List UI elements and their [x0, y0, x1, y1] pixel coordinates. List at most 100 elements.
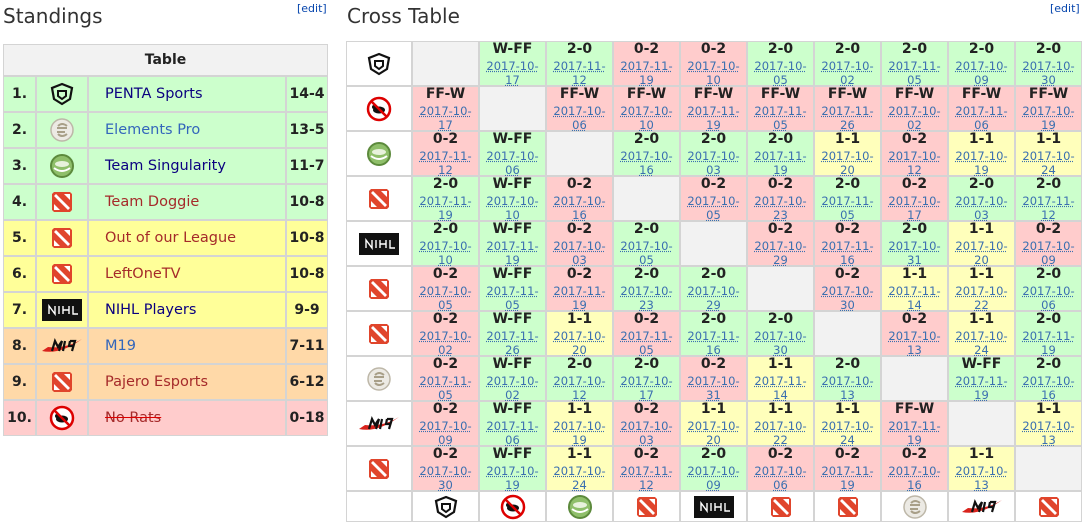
match-date[interactable]: 2017-11-19 — [754, 148, 807, 177]
match-date[interactable]: 2017-10-13 — [1022, 418, 1075, 447]
match-date[interactable]: 2017-11-05 — [821, 193, 874, 222]
match-date[interactable]: 2017-10-24 — [1022, 148, 1075, 177]
team-name[interactable]: NIHL Players — [105, 302, 197, 318]
team-name[interactable]: Elements Pro — [105, 122, 201, 138]
match-date[interactable]: 2017-10-23 — [620, 283, 673, 312]
match-date[interactable]: 2017-10-24 — [821, 418, 874, 447]
match-date[interactable]: 2017-11-05 — [754, 103, 807, 132]
match-date[interactable]: 2017-10-03 — [955, 193, 1008, 222]
match-date[interactable]: 2017-11-26 — [486, 328, 539, 357]
match-date[interactable]: 2017-10-12 — [553, 373, 606, 402]
match-date[interactable]: 2017-11-06 — [486, 418, 539, 447]
match-date[interactable]: 2017-11-05 — [486, 283, 539, 312]
match-date[interactable]: 2017-10-05 — [687, 193, 740, 222]
team-name[interactable]: M19 — [105, 338, 136, 354]
match-date[interactable]: 2017-10-29 — [687, 283, 740, 312]
match-date[interactable]: 2017-10-29 — [754, 238, 807, 267]
match-date[interactable]: 2017-10-17 — [888, 193, 941, 222]
match-date[interactable]: 2017-10-09 — [1022, 238, 1075, 267]
team-name[interactable]: LeftOneTV — [105, 266, 181, 282]
match-date[interactable]: 2017-11-19 — [620, 58, 673, 87]
match-date[interactable]: 2017-10-10 — [620, 103, 673, 132]
match-date[interactable]: 2017-10-05 — [419, 283, 472, 312]
match-date[interactable]: 2017-10-10 — [687, 58, 740, 87]
match-date[interactable]: 2017-10-05 — [620, 238, 673, 267]
match-date[interactable]: 2017-11-06 — [955, 103, 1008, 132]
match-date[interactable]: 2017-11-19 — [955, 373, 1008, 402]
match-date[interactable]: 2017-11-16 — [821, 238, 874, 267]
team-name[interactable]: Team Doggie — [105, 194, 200, 210]
match-date[interactable]: 2017-10-16 — [553, 193, 606, 222]
match-date[interactable]: 2017-10-24 — [553, 463, 606, 492]
match-date[interactable]: 2017-10-31 — [687, 373, 740, 402]
match-date[interactable]: 2017-10-17 — [620, 373, 673, 402]
match-date[interactable]: 2017-10-06 — [553, 103, 606, 132]
match-date[interactable]: 2017-10-19 — [553, 418, 606, 447]
match-date[interactable]: 2017-10-02 — [821, 58, 874, 87]
match-date[interactable]: 2017-11-19 — [687, 103, 740, 132]
match-date[interactable]: 2017-10-31 — [888, 238, 941, 267]
match-date[interactable]: 2017-10-24 — [955, 328, 1008, 357]
match-date[interactable]: 2017-10-19 — [486, 463, 539, 492]
match-date[interactable]: 2017-10-17 — [419, 103, 472, 132]
team-name[interactable]: Pajero Esports — [105, 374, 209, 390]
edit-link[interactable]: [edit] — [297, 2, 327, 15]
match-date[interactable]: 2017-10-30 — [1022, 58, 1075, 87]
match-date[interactable]: 2017-11-19 — [486, 238, 539, 267]
match-date[interactable]: 2017-11-19 — [1022, 328, 1075, 357]
match-date[interactable]: 2017-10-13 — [955, 463, 1008, 492]
match-date[interactable]: 2017-11-05 — [888, 58, 941, 87]
match-date[interactable]: 2017-11-26 — [821, 103, 874, 132]
match-date[interactable]: 2017-11-14 — [754, 373, 807, 402]
match-date[interactable]: 2017-10-19 — [1022, 103, 1075, 132]
match-date[interactable]: 2017-10-19 — [955, 148, 1008, 177]
match-date[interactable]: 2017-10-10 — [486, 193, 539, 222]
match-date[interactable]: 2017-11-05 — [419, 373, 472, 402]
match-date[interactable]: 2017-10-02 — [486, 373, 539, 402]
team-name[interactable]: PENTA Sports — [105, 86, 203, 102]
match-date[interactable]: 2017-11-19 — [888, 418, 941, 447]
match-date[interactable]: 2017-11-05 — [620, 328, 673, 357]
match-date[interactable]: 2017-11-16 — [687, 328, 740, 357]
match-date[interactable]: 2017-10-16 — [1022, 373, 1075, 402]
match-date[interactable]: 2017-11-12 — [553, 58, 606, 87]
team-name[interactable]: No Rats — [105, 410, 162, 426]
match-date[interactable]: 2017-10-17 — [486, 58, 539, 87]
edit-link[interactable]: [edit] — [1050, 2, 1080, 15]
team-name[interactable]: Team Singularity — [105, 158, 226, 174]
match-date[interactable]: 2017-10-06 — [486, 148, 539, 177]
match-date[interactable]: 2017-11-12 — [419, 148, 472, 177]
match-date[interactable]: 2017-10-09 — [419, 418, 472, 447]
match-date[interactable]: 2017-10-30 — [754, 328, 807, 357]
match-date[interactable]: 2017-10-20 — [553, 328, 606, 357]
match-date[interactable]: 2017-10-20 — [687, 418, 740, 447]
match-date[interactable]: 2017-10-09 — [955, 58, 1008, 87]
match-date[interactable]: 2017-10-03 — [620, 418, 673, 447]
match-date[interactable]: 2017-10-23 — [754, 193, 807, 222]
match-date[interactable]: 2017-10-22 — [955, 283, 1008, 312]
match-date[interactable]: 2017-10-03 — [553, 238, 606, 267]
match-date[interactable]: 2017-10-09 — [687, 463, 740, 492]
team-name[interactable]: Out of our League — [105, 230, 237, 246]
match-date[interactable]: 2017-11-12 — [1022, 193, 1075, 222]
match-date[interactable]: 2017-10-13 — [888, 328, 941, 357]
match-date[interactable]: 2017-10-06 — [1022, 283, 1075, 312]
match-date[interactable]: 2017-10-13 — [821, 373, 874, 402]
match-date[interactable]: 2017-11-19 — [821, 463, 874, 492]
match-date[interactable]: 2017-10-16 — [620, 148, 673, 177]
match-date[interactable]: 2017-10-12 — [888, 148, 941, 177]
match-date[interactable]: 2017-11-19 — [553, 283, 606, 312]
match-date[interactable]: 2017-10-30 — [821, 283, 874, 312]
match-date[interactable]: 2017-10-02 — [888, 103, 941, 132]
match-date[interactable]: 2017-10-06 — [754, 463, 807, 492]
match-date[interactable]: 2017-10-20 — [955, 238, 1008, 267]
match-date[interactable]: 2017-10-02 — [419, 328, 472, 357]
match-date[interactable]: 2017-11-14 — [888, 283, 941, 312]
match-date[interactable]: 2017-10-05 — [754, 58, 807, 87]
match-date[interactable]: 2017-10-16 — [888, 463, 941, 492]
match-date[interactable]: 2017-11-12 — [620, 463, 673, 492]
match-date[interactable]: 2017-10-20 — [821, 148, 874, 177]
match-date[interactable]: 2017-10-22 — [754, 418, 807, 447]
match-date[interactable]: 2017-10-03 — [687, 148, 740, 177]
match-date[interactable]: 2017-10-10 — [419, 238, 472, 267]
